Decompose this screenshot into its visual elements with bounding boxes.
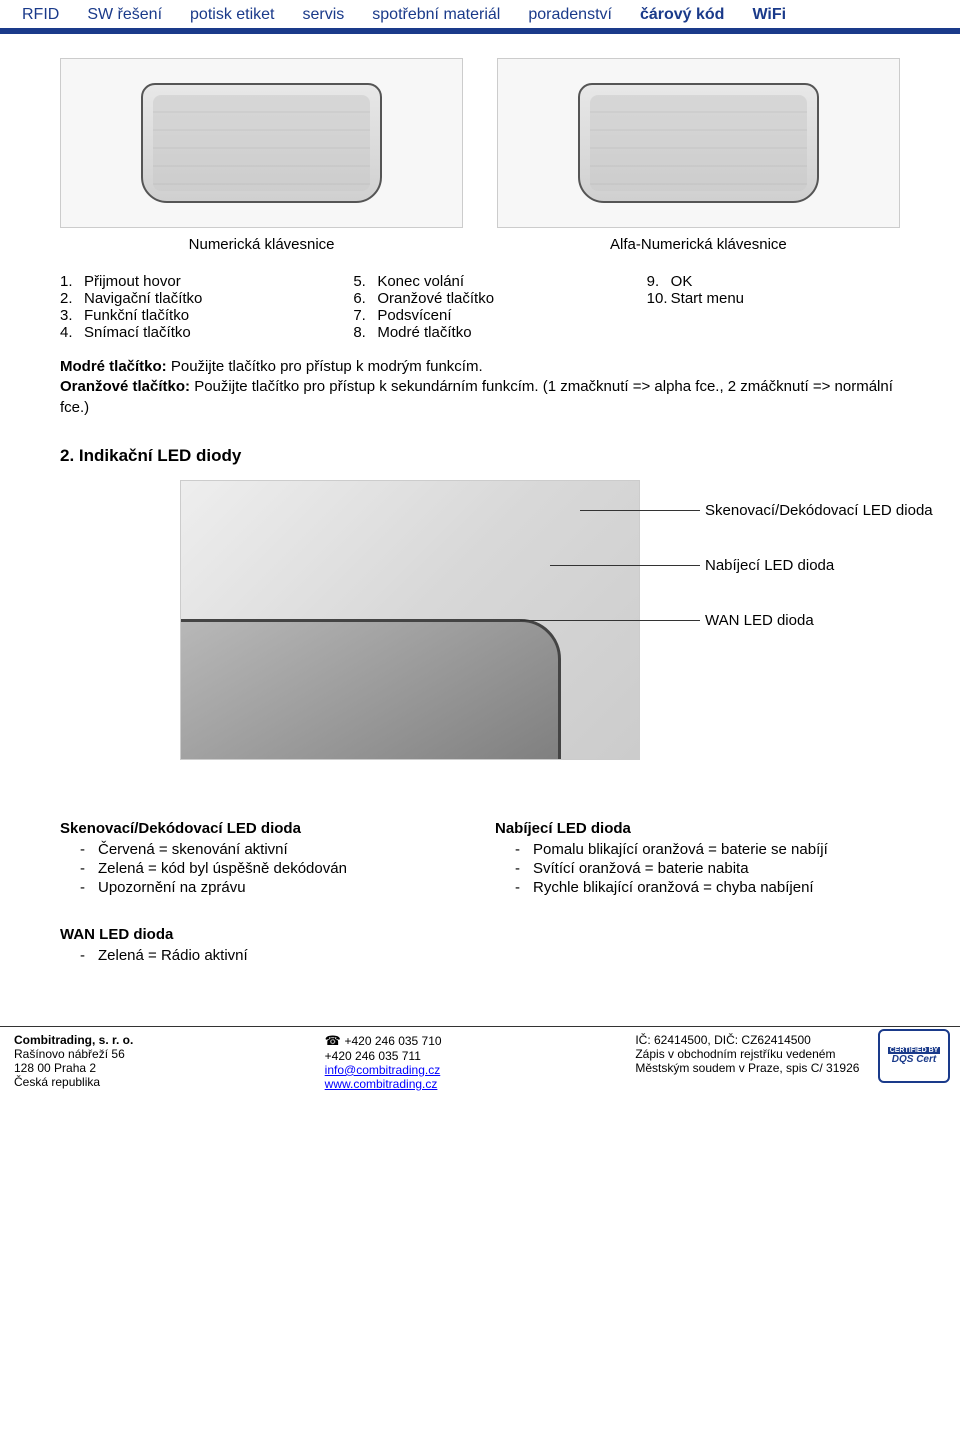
footer-web-link[interactable]: www.combitrading.cz: [325, 1077, 438, 1091]
legend-num: 8.: [353, 324, 377, 341]
label-charge-led: Nabíjecí LED dioda: [705, 557, 834, 574]
top-nav: RFIDSW řešenípotisk etiketservisspotřebn…: [0, 0, 960, 34]
legend-num: 5.: [353, 273, 377, 290]
legend-num: 3.: [60, 307, 84, 324]
keyboard-alphanumeric: Alfa-Numerická klávesnice: [497, 58, 900, 253]
cert-badge-top: CERTIFIED BY: [888, 1047, 941, 1054]
wan-led-block: WAN LED dioda Zelená = Rádio aktivní: [60, 926, 900, 964]
blue-button-text: Použijte tlačítko pro přístup k modrým f…: [167, 358, 483, 375]
footer-contact: +420 246 035 710 +420 246 035 711 info@c…: [325, 1033, 636, 1091]
legend-col-1: 1.Přijmout hovor2.Navigační tlačítko3.Fu…: [60, 273, 313, 341]
led-descriptions: Skenovací/Dekódovací LED dioda Červená =…: [60, 820, 900, 898]
legend-col-2: 5.Konec volání6.Oranžové tlačítko7.Podsv…: [353, 273, 606, 341]
keyboard-numeric-caption: Numerická klávesnice: [60, 236, 463, 253]
wan-led-title: WAN LED dioda: [60, 926, 173, 943]
page-footer: Combitrading, s. r. o.Rašínovo nábřeží 5…: [0, 1026, 960, 1105]
nav-tab-sw-řešení[interactable]: SW řešení: [73, 2, 176, 28]
scan-led-title: Skenovací/Dekódovací LED dioda: [60, 820, 301, 837]
legend-item: 10.Start menu: [647, 290, 900, 307]
charge-led-block: Nabíjecí LED dioda Pomalu blikající oran…: [495, 820, 900, 898]
legend-item: 7.Podsvícení: [353, 307, 606, 324]
footer-addr-line: Česká republika: [14, 1075, 325, 1089]
legend-text: OK: [671, 273, 693, 290]
legend-item: 8.Modré tlačítko: [353, 324, 606, 341]
footer-phone-1: +420 246 035 710: [325, 1033, 636, 1049]
scan-led-list: Červená = skenování aktivní Zelená = kód …: [80, 841, 465, 896]
label-wan-led: WAN LED dioda: [705, 612, 814, 629]
legend-text: Podsvícení: [377, 307, 451, 324]
legend-item: 4.Snímací tlačítko: [60, 324, 313, 341]
key-legend: 1.Přijmout hovor2.Navigační tlačítko3.Fu…: [60, 273, 900, 341]
nav-tab-spotřební-materiál[interactable]: spotřební materiál: [358, 2, 514, 28]
keyboard-numeric-image: [60, 58, 463, 228]
footer-address: Combitrading, s. r. o.Rašínovo nábřeží 5…: [14, 1033, 325, 1091]
blue-button-label: Modré tlačítko:: [60, 358, 167, 375]
keyboard-figures: Numerická klávesnice Alfa-Numerická kláv…: [60, 58, 900, 253]
legend-text: Snímací tlačítko: [84, 324, 191, 341]
orange-button-label: Oranžové tlačítko:: [60, 378, 190, 395]
nav-tab-wifi[interactable]: WiFi: [738, 2, 800, 28]
cert-badge: CERTIFIED BY DQS Cert: [878, 1029, 950, 1083]
button-description: Modré tlačítko: Použijte tlačítko pro př…: [60, 357, 900, 418]
led-figure: Skenovací/Dekódovací LED dioda Nabíjecí …: [60, 480, 900, 800]
legend-text: Modré tlačítko: [377, 324, 471, 341]
list-item: Červená = skenování aktivní: [80, 841, 465, 858]
nav-tab-potisk-etiket[interactable]: potisk etiket: [176, 2, 288, 28]
wan-led-list: Zelená = Rádio aktivní: [80, 947, 900, 964]
legend-num: 9.: [647, 273, 671, 290]
legend-text: Start menu: [671, 290, 744, 307]
legend-text: Oranžové tlačítko: [377, 290, 494, 307]
footer-addr-line: 128 00 Praha 2: [14, 1061, 325, 1075]
list-item: Pomalu blikající oranžová = baterie se n…: [515, 841, 900, 858]
legend-num: 7.: [353, 307, 377, 324]
legend-col-3: 9.OK10.Start menu: [647, 273, 900, 341]
keyboard-numeric: Numerická klávesnice: [60, 58, 463, 253]
keyboard-alphanumeric-image: [497, 58, 900, 228]
legend-item: 2.Navigační tlačítko: [60, 290, 313, 307]
nav-tab-rfid[interactable]: RFID: [8, 2, 73, 28]
charge-led-title: Nabíjecí LED dioda: [495, 820, 631, 837]
section-2-title: 2. Indikační LED diody: [60, 446, 900, 466]
list-item: Rychle blikající oranžová = chyba nabíje…: [515, 879, 900, 896]
charge-led-list: Pomalu blikající oranžová = baterie se n…: [515, 841, 900, 896]
page-content: Numerická klávesnice Alfa-Numerická kláv…: [0, 34, 960, 986]
legend-num: 4.: [60, 324, 84, 341]
legend-text: Konec volání: [377, 273, 464, 290]
legend-num: 10.: [647, 290, 671, 307]
keyboard-alphanumeric-caption: Alfa-Numerická klávesnice: [497, 236, 900, 253]
legend-text: Funkční tlačítko: [84, 307, 189, 324]
legend-text: Přijmout hovor: [84, 273, 181, 290]
cert-badge-name: DQS Cert: [892, 1054, 936, 1065]
nav-tab-čárový-kód[interactable]: čárový kód: [626, 2, 738, 28]
list-item: Svítící oranžová = baterie nabita: [515, 860, 900, 877]
footer-email-link[interactable]: info@combitrading.cz: [325, 1063, 441, 1077]
list-item: Zelená = kód byl úspěšně dekódován: [80, 860, 465, 877]
list-item: Zelená = Rádio aktivní: [80, 947, 900, 964]
legend-item: 1.Přijmout hovor: [60, 273, 313, 290]
legend-num: 2.: [60, 290, 84, 307]
list-item: Upozornění na zprávu: [80, 879, 465, 896]
legend-item: 9.OK: [647, 273, 900, 290]
footer-addr-line: Combitrading, s. r. o.: [14, 1033, 325, 1047]
label-scan-led: Skenovací/Dekódovací LED dioda: [705, 502, 933, 519]
legend-text: Navigační tlačítko: [84, 290, 202, 307]
legend-item: 5.Konec volání: [353, 273, 606, 290]
nav-tab-poradenství[interactable]: poradenství: [514, 2, 626, 28]
legend-item: 6.Oranžové tlačítko: [353, 290, 606, 307]
legend-num: 6.: [353, 290, 377, 307]
footer-addr-line: Rašínovo nábřeží 56: [14, 1047, 325, 1061]
legend-item: 3.Funkční tlačítko: [60, 307, 313, 324]
scan-led-block: Skenovací/Dekódovací LED dioda Červená =…: [60, 820, 465, 898]
footer-phone-2: +420 246 035 711: [325, 1049, 636, 1063]
legend-num: 1.: [60, 273, 84, 290]
nav-tab-servis[interactable]: servis: [289, 2, 359, 28]
